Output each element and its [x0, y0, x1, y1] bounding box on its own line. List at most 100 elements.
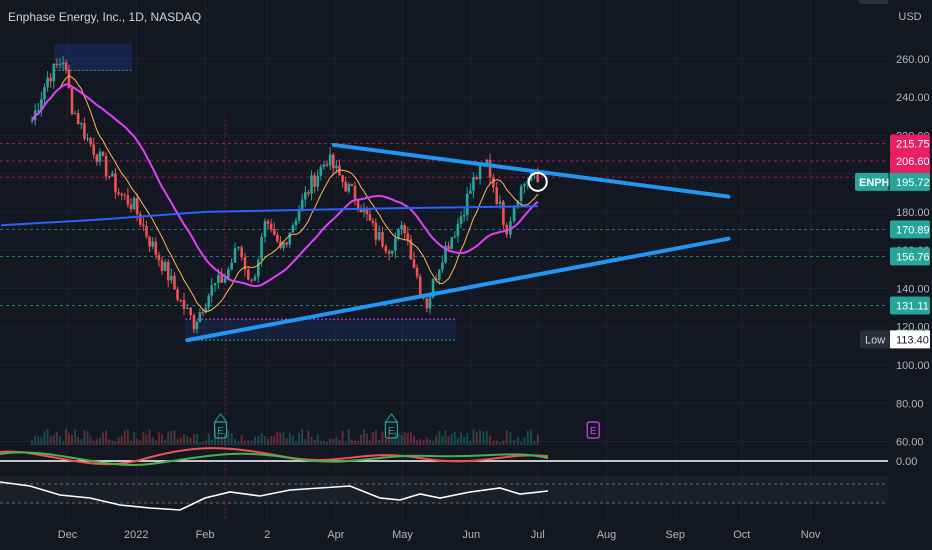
candle — [377, 232, 381, 240]
candle — [154, 241, 158, 255]
earnings-label: E — [217, 426, 224, 437]
candle — [92, 144, 96, 155]
volume-bar — [460, 432, 463, 445]
volume-bar — [86, 431, 89, 445]
symbol-label: ENPH — [859, 177, 890, 189]
volume-bar — [164, 440, 167, 445]
candle — [403, 225, 406, 234]
volume-bar — [237, 441, 240, 445]
candle — [390, 250, 394, 254]
candle — [151, 241, 155, 247]
volume-bar — [409, 431, 412, 445]
volume-bar — [276, 431, 279, 445]
volume-bar — [204, 440, 207, 445]
candle — [173, 275, 176, 290]
volume-bar — [176, 438, 179, 445]
volume-bar — [49, 436, 52, 445]
candle — [253, 276, 257, 281]
candle — [294, 220, 298, 226]
candle — [456, 223, 460, 237]
time-tick: Nov — [801, 529, 821, 541]
volume-bar — [253, 436, 256, 445]
volume-bar — [307, 430, 310, 445]
candle — [182, 300, 186, 309]
candle — [204, 307, 208, 313]
candle — [409, 239, 413, 260]
volume-bar — [441, 435, 444, 445]
volume-bar — [108, 439, 111, 445]
volume-bar — [250, 440, 253, 445]
candle — [381, 232, 384, 247]
window-control[interactable] — [858, 0, 892, 4]
level-tag — [890, 247, 930, 266]
volume-bar — [381, 431, 384, 445]
candle — [307, 192, 310, 194]
candle — [220, 274, 223, 283]
volume-bar — [412, 435, 415, 445]
candle — [89, 138, 92, 145]
candle — [272, 229, 276, 235]
volume-bar — [230, 433, 233, 445]
volume-bar — [126, 429, 129, 445]
candle — [243, 256, 247, 270]
volume-bar — [344, 441, 347, 445]
time-tick: Aug — [597, 529, 617, 541]
candle — [52, 63, 56, 82]
volume-bar — [102, 432, 105, 445]
volume-bar — [34, 435, 37, 445]
low-value: 113.40 — [896, 334, 929, 346]
volume-bar — [425, 437, 428, 445]
candle — [478, 164, 482, 180]
time-tick: Jul — [531, 529, 545, 541]
candle — [428, 297, 432, 309]
volume-bar — [220, 437, 223, 445]
candle — [347, 183, 351, 192]
time-tick: May — [392, 529, 413, 541]
candle — [70, 88, 74, 114]
candle — [247, 269, 250, 280]
candle — [142, 224, 145, 227]
volume-bar — [267, 438, 270, 445]
candle — [230, 262, 233, 270]
volume-bar — [536, 434, 539, 445]
candle — [450, 237, 453, 249]
volume-bar — [142, 431, 145, 445]
level-value: 170.89 — [896, 224, 930, 236]
candle — [195, 321, 199, 330]
volume-bar — [201, 441, 204, 445]
candle — [186, 307, 189, 309]
candle — [282, 242, 285, 248]
volume-bar — [77, 436, 80, 445]
price-tick: 240.00 — [896, 92, 930, 104]
candle — [61, 62, 65, 65]
level-tag — [890, 152, 930, 171]
candle — [371, 220, 375, 223]
volume-bar — [195, 433, 198, 445]
candle — [502, 201, 505, 225]
volume-bar — [179, 437, 182, 445]
grid — [0, 0, 888, 520]
candle — [132, 197, 136, 210]
time-axis: Dec 2022 Feb 2 Apr May Jun Jul Aug Sep Oct Nov — [58, 529, 821, 541]
candle — [263, 221, 267, 237]
volume-bar — [58, 436, 61, 445]
candle — [418, 276, 422, 296]
volume-bar — [117, 437, 120, 445]
volume-bar — [489, 435, 492, 445]
volume-bar — [170, 430, 173, 445]
volume-bar — [482, 431, 485, 445]
candle — [114, 173, 117, 193]
volume-bar — [456, 437, 459, 445]
volume-bar — [260, 433, 263, 445]
volume-bar — [151, 437, 154, 445]
candle — [256, 259, 260, 277]
candle — [266, 221, 270, 224]
candle — [111, 173, 114, 177]
candle — [368, 214, 372, 221]
volume-bar — [46, 429, 49, 445]
volume-bar — [240, 435, 243, 445]
volume-bar — [338, 440, 341, 445]
volume-bar — [198, 441, 201, 445]
candle — [104, 155, 108, 177]
